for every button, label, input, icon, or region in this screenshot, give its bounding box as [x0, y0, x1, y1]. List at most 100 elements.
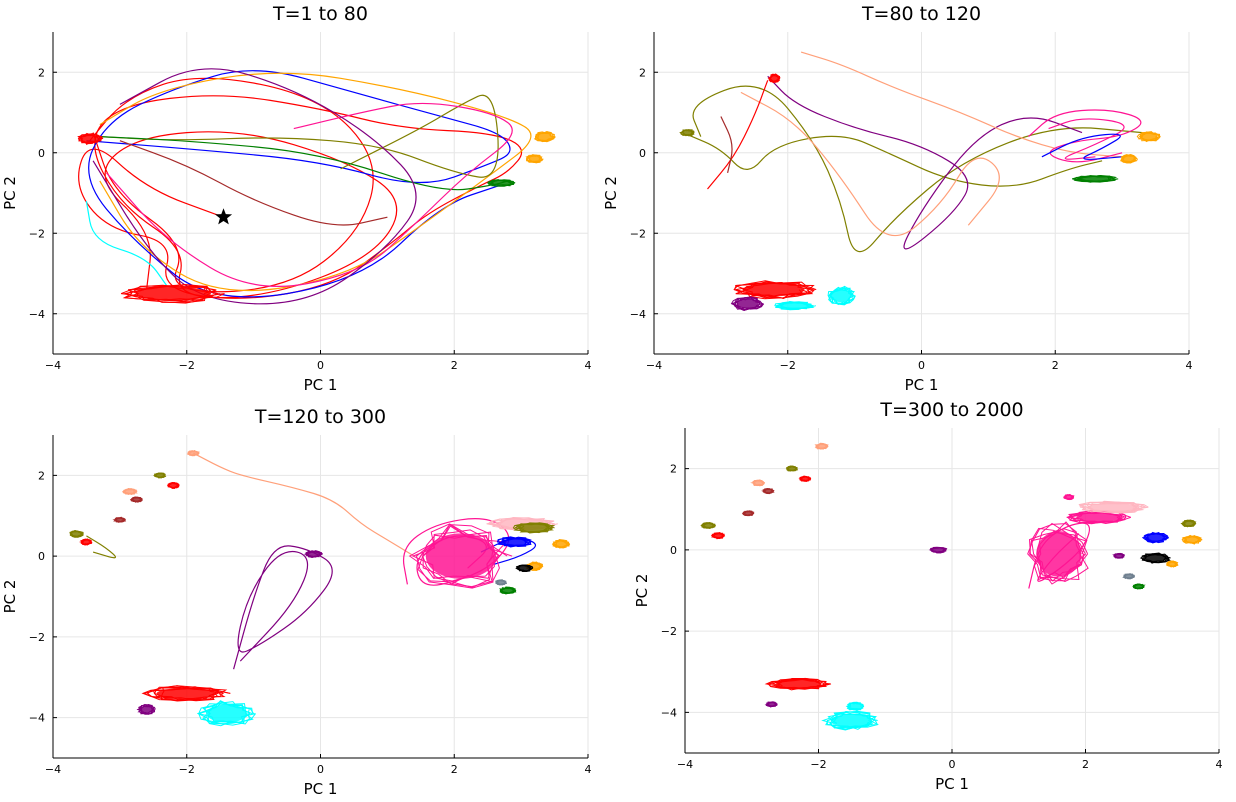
y-axis-label: PC 2 [1, 580, 19, 614]
y-tick-label: 2 [639, 66, 646, 79]
y-tick-label: 2 [670, 463, 677, 476]
chart-title: T=300 to 2000 [879, 399, 1023, 421]
cluster-loop [69, 529, 84, 538]
cluster-core [831, 713, 872, 728]
panel-4: −4 −2 0 2 4 −4 −2 0 2 T=300 to 2000 PC 1 PC 2 [633, 399, 1223, 793]
y-tick-label: −4 [29, 308, 45, 321]
cluster [512, 522, 556, 534]
cluster-loop [123, 488, 138, 495]
cluster-loop [752, 479, 766, 487]
cluster-loop [798, 476, 812, 482]
cluster-loop [702, 522, 716, 528]
series-line [800, 51, 1123, 158]
panel-1: −4 −2 0 2 4 −4 −2 0 2 T=1 to 80 PC 1 PC 2 [1, 3, 592, 394]
cluster-core [135, 286, 211, 301]
cluster-loop [929, 547, 946, 553]
cluster-loop [815, 442, 828, 450]
data-layer [679, 51, 1161, 312]
cluster [186, 450, 200, 457]
cluster [730, 296, 765, 312]
series-line [767, 75, 1083, 250]
cluster [1165, 560, 1179, 568]
cluster-loop [500, 587, 516, 595]
cluster [1072, 174, 1119, 183]
x-tick-label: −2 [780, 359, 796, 372]
x-tick-label: −4 [677, 758, 693, 771]
series-line [85, 200, 168, 286]
y-tick-label: −2 [630, 227, 646, 240]
cluster-loop [517, 564, 533, 572]
cluster-loop [77, 132, 104, 144]
cluster [69, 529, 85, 538]
y-tick-label: 2 [38, 66, 45, 79]
cluster [761, 488, 775, 495]
cluster-loop [847, 702, 865, 711]
cluster-loop [160, 685, 220, 702]
cluster-core [1036, 531, 1082, 577]
cluster-loop [786, 465, 798, 472]
cluster-loop [732, 296, 764, 312]
cluster-loop [733, 280, 812, 299]
x-tick-label: 4 [585, 763, 592, 776]
cluster [166, 481, 180, 489]
cluster-loop [1183, 535, 1202, 545]
cluster [1136, 131, 1161, 143]
x-tick-label: 2 [1052, 359, 1059, 372]
x-tick-label: −4 [646, 359, 662, 372]
x-tick-label: 2 [1082, 758, 1089, 771]
y-tick-label: −4 [630, 308, 646, 321]
cluster-loop [1029, 527, 1086, 582]
cluster-loop [711, 532, 725, 539]
cluster-core [736, 298, 759, 309]
cluster-loop [1138, 131, 1159, 141]
series-line [92, 68, 417, 305]
cluster-loop [411, 523, 508, 582]
y-tick-label: 0 [38, 550, 45, 563]
cluster [767, 73, 781, 83]
cluster [1062, 493, 1075, 501]
cluster [122, 488, 138, 495]
cluster [764, 701, 778, 708]
y-tick-label: −4 [29, 712, 45, 725]
cluster [710, 532, 726, 540]
cluster-loop [130, 496, 143, 503]
y-tick-label: 0 [639, 147, 646, 160]
cluster [129, 496, 143, 503]
cluster-loop [136, 703, 156, 715]
cluster-loop [1078, 500, 1141, 514]
x-tick-label: 0 [949, 758, 956, 771]
cluster-core [831, 288, 852, 303]
cluster-loop [763, 488, 775, 495]
series-line [86, 535, 116, 559]
y-axis-label: PC 2 [602, 176, 620, 210]
cluster-loop [422, 529, 500, 585]
cluster-loop [827, 711, 876, 729]
series-line [687, 134, 1103, 187]
series-line [99, 72, 532, 292]
cluster-loop [1166, 560, 1177, 568]
cluster-loop [1033, 528, 1088, 581]
cluster-core [1140, 133, 1157, 141]
x-tick-label: 2 [451, 763, 458, 776]
x-axis-label: PC 1 [304, 780, 338, 798]
cluster-loop [1142, 553, 1171, 564]
x-tick-label: −4 [45, 359, 61, 372]
cluster-loop [1132, 583, 1146, 589]
cluster-loop [780, 301, 814, 311]
cluster [1132, 583, 1146, 590]
cluster-core [775, 679, 822, 689]
cluster [303, 550, 323, 559]
cluster [700, 521, 716, 530]
series-line [193, 452, 415, 557]
y-tick-label: −2 [29, 227, 45, 240]
cluster [764, 677, 832, 691]
x-tick-label: 4 [1186, 359, 1193, 372]
cluster [120, 283, 225, 304]
data-layer [700, 442, 1203, 731]
cluster [141, 685, 231, 702]
cluster-core [1144, 554, 1167, 562]
cluster-loop [187, 450, 200, 456]
cluster [525, 154, 544, 164]
cluster-loop [1123, 573, 1135, 579]
